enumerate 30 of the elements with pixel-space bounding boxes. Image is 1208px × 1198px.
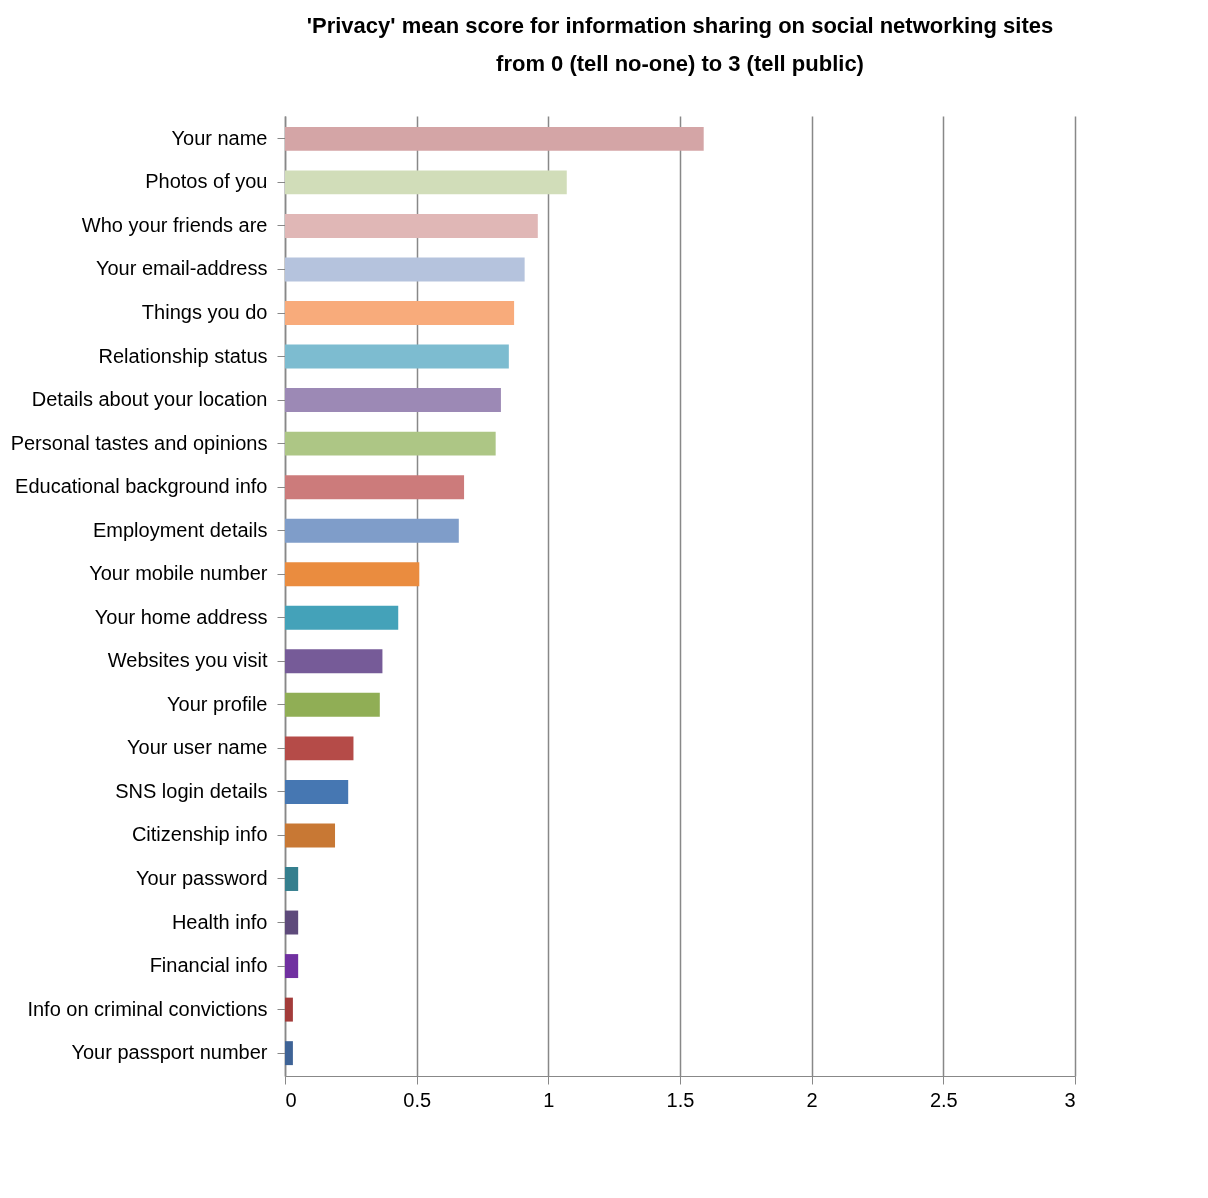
x-tick-label: 0 — [285, 1088, 297, 1111]
y-tick-label: Websites you visit — [107, 649, 268, 672]
x-tick-label: 0.5 — [403, 1088, 432, 1111]
y-tick-label: Your profile — [167, 692, 268, 715]
x-tick-label: 3 — [1064, 1088, 1076, 1111]
y-tick-label: Personal tastes and opinions — [10, 431, 268, 454]
y-tick-label: SNS login details — [115, 779, 268, 802]
y-tick-label: Your email-address — [95, 257, 268, 280]
x-tick-label: 1 — [543, 1088, 555, 1111]
y-tick-label: Your mobile number — [89, 562, 268, 585]
x-tick-label: 1.5 — [666, 1088, 695, 1111]
y-tick-label: Things you do — [141, 301, 268, 324]
y-tick-label: Your name — [171, 126, 268, 149]
y-tick-label: Your user name — [127, 736, 268, 759]
y-tick-label: Financial info — [149, 954, 268, 977]
chart-title: 'Privacy' mean score for information sharing on social networking sites from 0 (tell no-one) to 3 (tell public) — [306, 13, 1054, 76]
y-tick-label: Info on criminal convictions — [27, 997, 268, 1020]
y-tick-label: Employment details — [92, 518, 268, 541]
y-tick-label: Your passport number — [71, 1041, 268, 1064]
y-tick-label: Who your friends are — [81, 213, 268, 236]
x-tick-label: 2 — [806, 1088, 818, 1111]
y-tick-label: Health info — [171, 910, 268, 933]
y-tick-label: Relationship status — [98, 344, 268, 367]
y-tick-label: Photos of you — [145, 170, 268, 193]
y-tick-label: Citizenship info — [131, 823, 268, 846]
x-tick-label: 2.5 — [929, 1088, 958, 1111]
y-tick-label: Details about your location — [31, 388, 268, 411]
y-tick-label: Your password — [135, 866, 268, 889]
y-tick-label: Educational background info — [15, 475, 268, 498]
y-tick-label: Your home address — [94, 605, 268, 628]
